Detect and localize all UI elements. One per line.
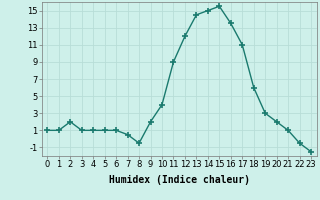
- X-axis label: Humidex (Indice chaleur): Humidex (Indice chaleur): [109, 175, 250, 185]
